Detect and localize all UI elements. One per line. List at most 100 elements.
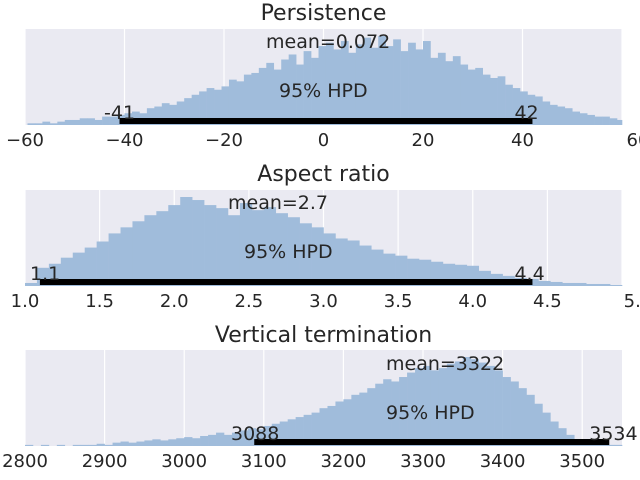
vertical-termination-bar-48: [407, 372, 416, 446]
persistence-bar-77: [602, 116, 610, 125]
aspect-ratio-panel: Aspect ratio mean=2.7 95% HPD 1.1 4.4 1.…: [11, 162, 640, 312]
aspect-ratio-bar-4: [72, 252, 85, 286]
vertical-termination-bar-15: [144, 440, 153, 446]
vertical-termination-bar-11: [112, 442, 121, 446]
persistence-bar-10: [102, 116, 110, 125]
persistence-tick-label-3: 0: [318, 130, 329, 151]
persistence-tick-label-6: 60: [627, 130, 640, 151]
aspect-ratio-tick-label-8: 5.0: [624, 291, 640, 312]
vertical-termination-bar-19: [176, 438, 185, 446]
persistence-bar-24: [206, 88, 215, 125]
persistence-bar-52: [415, 49, 424, 126]
vertical-termination-bar-61: [510, 381, 519, 446]
vertical-termination-bar-8: [88, 444, 97, 446]
vertical-termination-title: Vertical termination: [215, 323, 432, 348]
persistence-bar-7: [79, 118, 88, 125]
persistence-bar-48: [385, 46, 394, 125]
persistence-bar-64: [505, 84, 513, 125]
aspect-ratio-bar-15: [204, 205, 217, 286]
persistence-bar-17: [154, 106, 163, 125]
persistence-panel: Persistence mean=0.072 95% HPD -41 42 −6…: [6, 1, 640, 151]
vertical-termination-bar-36: [311, 412, 320, 446]
persistence-bar-66: [520, 91, 528, 125]
vertical-termination-bar-41: [351, 394, 360, 446]
persistence-bar-51: [408, 42, 416, 125]
vertical-termination-tick-label-6: 3400: [480, 451, 526, 472]
vertical-termination-bar-24: [216, 432, 225, 446]
persistence-bar-57: [452, 56, 461, 126]
vertical-termination-bar-30: [263, 425, 273, 446]
vertical-termination-bar-50: [423, 365, 432, 446]
persistence-bar-36: [296, 64, 304, 125]
persistence-bar-18: [161, 103, 170, 125]
vertical-termination-bar-31: [271, 423, 281, 446]
persistence-bar-33: [273, 69, 282, 125]
persistence-bar-69: [542, 101, 551, 125]
persistence-bar-56: [445, 61, 454, 125]
vertical-termination-bar-28: [247, 428, 257, 446]
vertical-termination-bar-4: [56, 444, 66, 446]
vertical-termination-bar-64: [534, 403, 543, 446]
persistence-tick-label-2: −20: [205, 130, 243, 151]
vertical-termination-panel: Vertical termination mean=3322 95% HPD 3…: [2, 323, 638, 472]
persistence-bar-21: [184, 98, 192, 125]
vertical-termination-bar-12: [120, 441, 129, 446]
vertical-termination-tick-label-7: 3500: [559, 451, 605, 472]
vertical-termination-bar-56: [470, 359, 480, 446]
vertical-termination-bar-67: [558, 428, 567, 446]
persistence-bar-78: [609, 118, 618, 125]
aspect-ratio-bar-9: [132, 221, 145, 286]
vertical-termination-bar-49: [415, 368, 424, 446]
aspect-ratio-bar-11: [156, 211, 169, 286]
vertical-termination-bar-35: [303, 414, 312, 446]
vertical-termination-bar-0: [25, 444, 34, 446]
persistence-bar-8: [87, 118, 95, 125]
aspect-ratio-bar-27: [347, 240, 360, 286]
persistence-bar-42: [340, 41, 349, 125]
aspect-ratio-bar-49: [610, 284, 623, 286]
persistence-bar-68: [534, 96, 543, 125]
aspect-ratio-tick-label-4: 3.0: [309, 291, 338, 312]
aspect-ratio-hpd-high-label: 4.4: [514, 263, 544, 285]
aspect-ratio-tick-label-6: 4.0: [458, 291, 487, 312]
persistence-hpd-low-label: -41: [104, 102, 135, 124]
vertical-termination-bar-9: [96, 443, 105, 446]
persistence-bar-34: [281, 59, 289, 126]
persistence-tick-label-1: −40: [106, 130, 144, 151]
aspect-ratio-bar-46: [574, 282, 587, 286]
aspect-ratio-bar-20: [263, 207, 277, 286]
persistence-tick-label-5: 40: [511, 130, 534, 151]
aspect-ratio-tick-label-0: 1.0: [11, 291, 40, 312]
vertical-termination-bar-59: [494, 370, 503, 446]
persistence-bar-47: [378, 36, 386, 125]
persistence-bar-74: [579, 113, 588, 125]
persistence-bar-45: [363, 37, 372, 125]
persistence-bar-37: [303, 51, 312, 126]
vertical-termination-bar-60: [502, 377, 511, 446]
vertical-termination-tick-label-2: 3000: [161, 451, 207, 472]
vertical-termination-bar-37: [319, 408, 328, 446]
persistence-bar-26: [221, 86, 230, 125]
aspect-ratio-bar-12: [168, 205, 181, 286]
aspect-ratio-hpd-label: 95% HPD: [244, 241, 333, 263]
persistence-bar-39: [318, 46, 327, 125]
vertical-termination-bar-55: [462, 357, 472, 446]
vertical-termination-tick-label-5: 3300: [400, 451, 446, 472]
persistence-bar-70: [549, 104, 558, 125]
persistence-bar-53: [423, 41, 431, 125]
aspect-ratio-bar-29: [371, 249, 384, 286]
persistence-bar-22: [191, 94, 200, 125]
persistence-bars: [27, 36, 623, 126]
vertical-termination-bar-74: [614, 444, 623, 446]
vertical-termination-bar-26: [231, 432, 241, 446]
vertical-termination-bar-32: [279, 421, 288, 446]
vertical-termination-bar-44: [375, 383, 384, 446]
persistence-bar-62: [490, 77, 498, 125]
persistence-title: Persistence: [261, 1, 387, 26]
vertical-termination-tick-label-4: 3200: [320, 451, 366, 472]
vertical-termination-bar-2: [40, 444, 50, 446]
vertical-termination-bar-62: [518, 388, 527, 446]
aspect-ratio-tick-label-5: 3.5: [384, 291, 413, 312]
vertical-termination-bar-20: [184, 437, 193, 446]
vertical-termination-bar-38: [327, 405, 336, 446]
